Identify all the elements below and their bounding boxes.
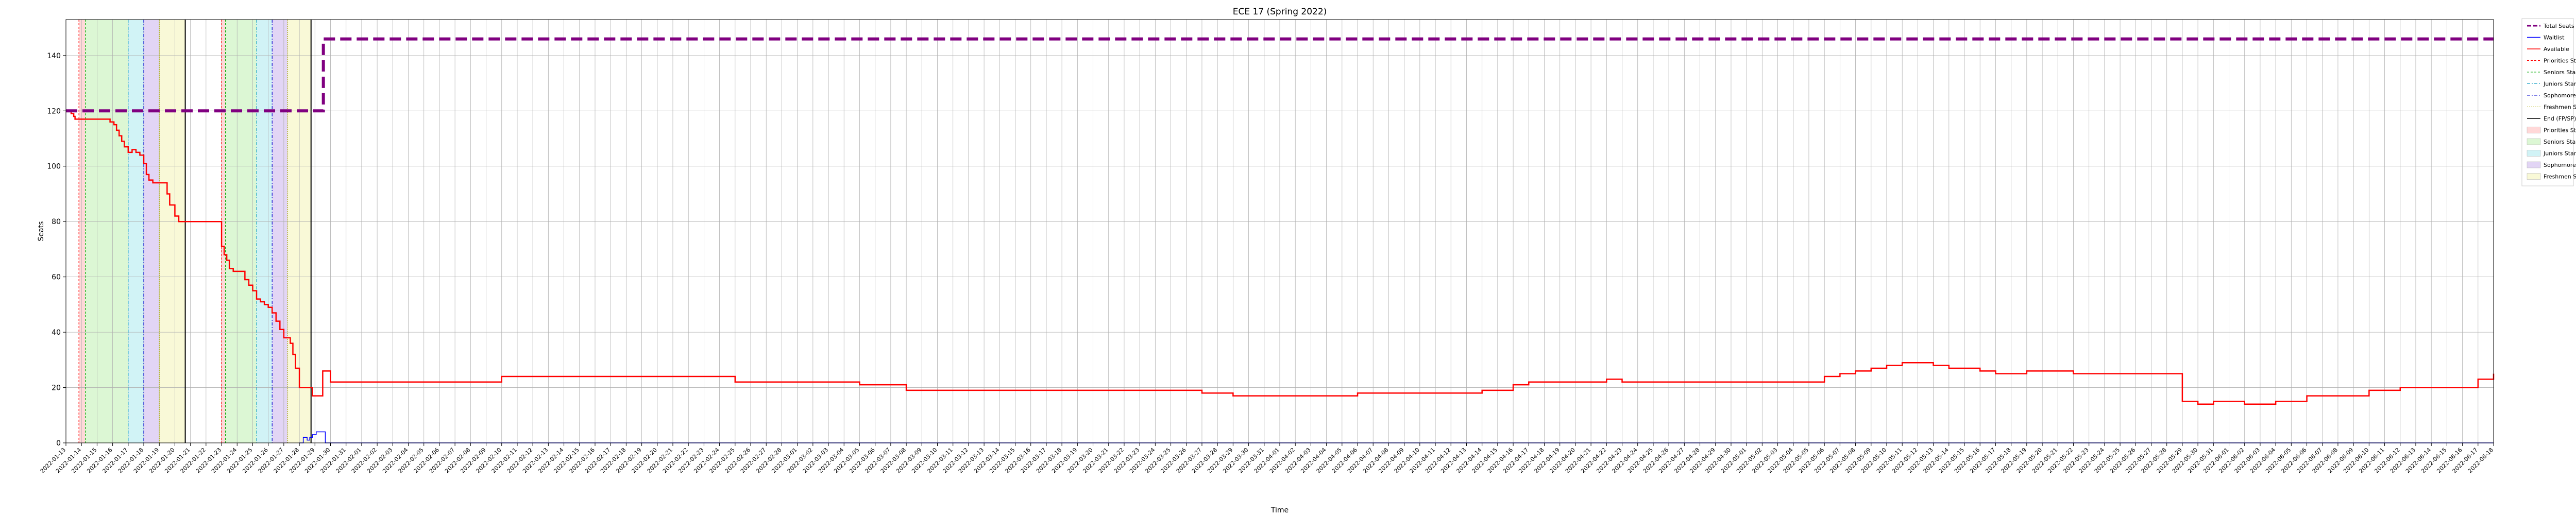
- grid-lines: [65, 20, 2494, 443]
- band-freshmen-1: [159, 20, 185, 443]
- legend-label: Sophomores Start: [2544, 92, 2576, 99]
- legend-label: Freshmen Start: [2544, 104, 2576, 111]
- y-tick-label: 20: [52, 384, 61, 392]
- y-tick-label: 100: [47, 163, 61, 171]
- x-axis-label: Time: [1270, 506, 1289, 514]
- y-tick-label: 0: [56, 439, 61, 448]
- legend-swatch: [2527, 173, 2541, 180]
- legend-label: Juniors Start: [2543, 81, 2576, 88]
- chart-title: ECE 17 (Spring 2022): [1233, 7, 1327, 17]
- legend-label: Seniors Start: [2544, 139, 2576, 145]
- y-tick-label: 60: [52, 273, 61, 282]
- enrollment-period-lines: [78, 20, 312, 443]
- series-total-seats: [66, 37, 2494, 113]
- legend-label: Waitlist: [2544, 35, 2565, 41]
- legend-frame: [2521, 18, 2574, 186]
- legend-label: Seniors Start: [2544, 69, 2576, 76]
- band-seniors-2: [225, 20, 257, 443]
- band-priorities-1: [79, 20, 86, 443]
- y-tick-label: 140: [47, 52, 61, 60]
- y-tick-label: 80: [52, 218, 61, 226]
- series-waitlist: [299, 431, 2494, 443]
- legend-label: Freshmen Start: [2544, 174, 2576, 180]
- band-sophomores-2: [272, 20, 288, 443]
- enrollment-period-bands: [79, 20, 311, 443]
- band-juniors-1: [128, 20, 144, 443]
- data-series: [66, 37, 2495, 443]
- legend-label: Priorities Start: [2544, 58, 2576, 64]
- legend-label: Juniors Start: [2543, 150, 2576, 157]
- band-seniors-1: [85, 20, 128, 443]
- legend-label: Priorities Start: [2544, 127, 2576, 134]
- y-tick-label: 40: [52, 329, 61, 337]
- legend-label: Sophomores Start: [2544, 162, 2576, 168]
- legend: Total Seats Waitlist Available Priorities S…: [2521, 18, 2576, 186]
- band-juniors-2: [257, 20, 273, 443]
- legend-label: End (FP/SP): [2544, 115, 2576, 122]
- band-priorities-2: [222, 20, 226, 443]
- band-sophomores-1: [144, 20, 160, 443]
- legend-swatch: [2527, 161, 2541, 168]
- legend-swatch: [2527, 150, 2541, 157]
- y-axis-ticks: 0 20 40 60 80 100 120 140: [47, 52, 66, 448]
- series-available: [66, 110, 2495, 405]
- y-tick-label: 120: [47, 107, 61, 115]
- legend-swatch: [2527, 138, 2541, 145]
- legend-swatch: [2527, 127, 2541, 133]
- legend-label: Total Seats: [2543, 23, 2574, 29]
- x-axis-ticks: 2022-01-132022-01-142022-01-152022-01-16…: [39, 443, 2495, 474]
- legend-label: Available: [2544, 46, 2569, 53]
- y-axis-label: Seats: [37, 221, 45, 242]
